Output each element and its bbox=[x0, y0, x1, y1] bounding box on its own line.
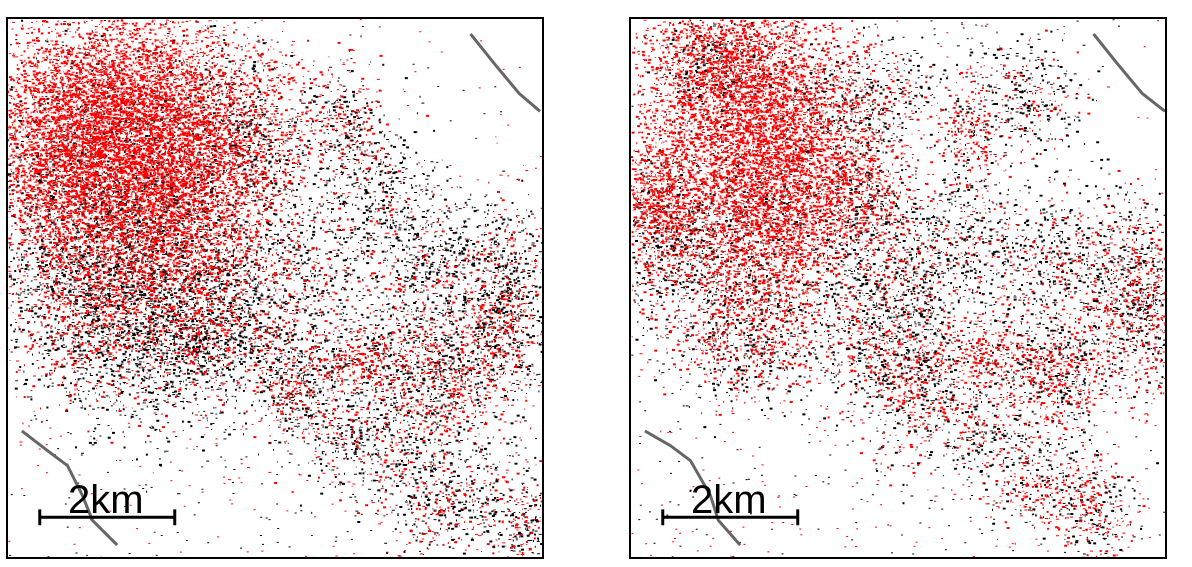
fault-line-2 bbox=[644, 429, 742, 547]
fault-line-2 bbox=[20, 429, 119, 547]
scale-label-left: 2km bbox=[68, 478, 144, 522]
point-cloud-left bbox=[8, 19, 542, 557]
black-points bbox=[8, 19, 542, 557]
scale-label-right: 2km bbox=[691, 478, 767, 522]
map-panel-left: 2km bbox=[6, 17, 544, 559]
fault-line-1 bbox=[469, 32, 541, 113]
red-points bbox=[631, 19, 1165, 557]
black-points bbox=[631, 19, 1165, 557]
map-panel-right: 2km bbox=[629, 17, 1167, 559]
point-cloud-right bbox=[631, 19, 1165, 557]
fault-line-1 bbox=[1092, 32, 1165, 113]
